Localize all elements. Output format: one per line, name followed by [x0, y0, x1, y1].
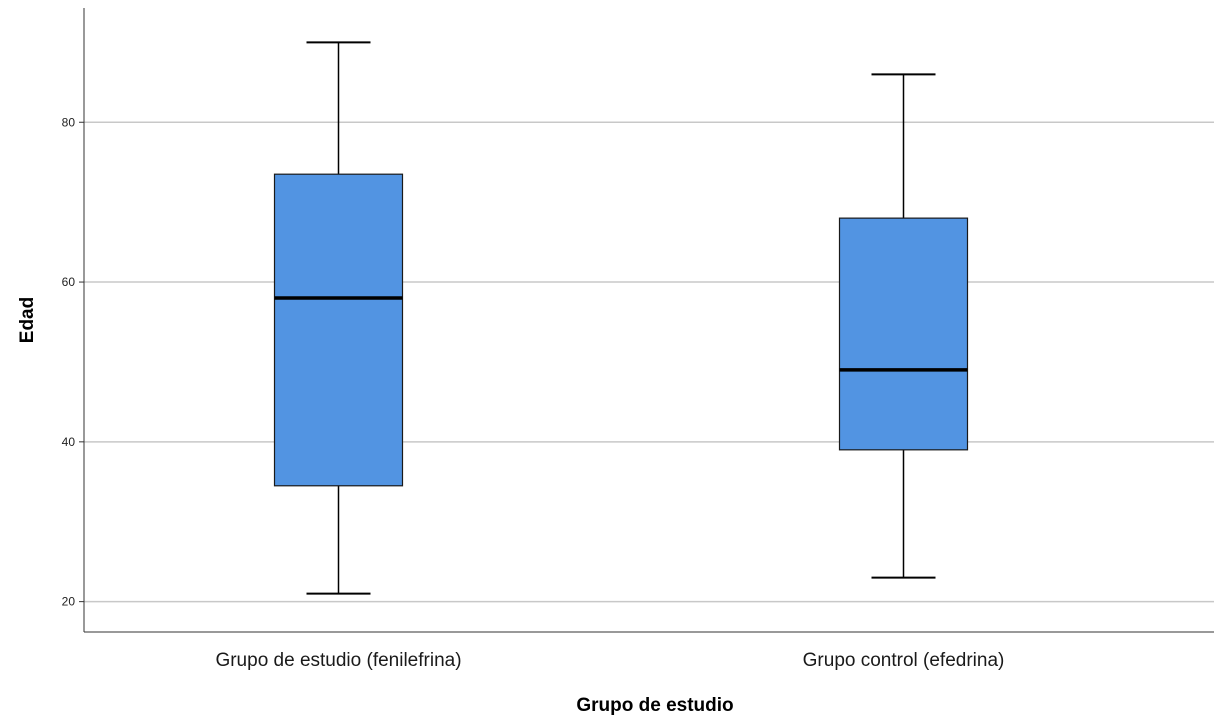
y-tick-label: 40 [62, 435, 76, 449]
y-tick-label: 80 [62, 115, 76, 129]
axes [83, 8, 1214, 633]
category-labels: Grupo de estudio (fenilefrina) Grupo cont… [215, 650, 1004, 671]
box-group [273, 41, 404, 595]
box-group [838, 73, 969, 579]
boxes [273, 41, 969, 595]
iqr-box [838, 217, 969, 451]
y-axis-title: Edad [17, 297, 38, 343]
iqr-box [273, 173, 404, 487]
category-label: Grupo control (efedrina) [803, 650, 1005, 671]
y-tick-label: 20 [62, 595, 76, 609]
y-tick-label: 60 [62, 275, 76, 289]
y-ticks: 20 40 60 80 [62, 115, 84, 609]
category-label: Grupo de estudio (fenilefrina) [215, 650, 461, 671]
gridlines [84, 121, 1214, 603]
x-axis-title: Grupo de estudio [576, 695, 733, 716]
